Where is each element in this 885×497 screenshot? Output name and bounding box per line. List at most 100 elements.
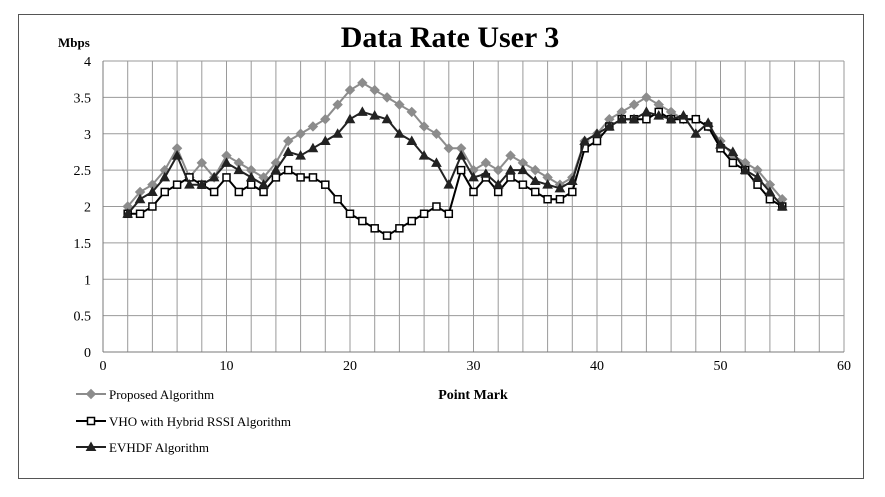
data-point bbox=[506, 173, 515, 182]
y-tick-label: 3.5 bbox=[74, 91, 92, 106]
data-point bbox=[184, 179, 195, 189]
data-point bbox=[715, 139, 726, 149]
data-point bbox=[468, 171, 479, 182]
data-point bbox=[245, 171, 257, 182]
y-tick-label: 3 bbox=[84, 128, 91, 143]
data-point bbox=[480, 168, 492, 178]
data-point bbox=[85, 441, 97, 451]
data-point bbox=[160, 187, 169, 197]
data-point bbox=[531, 187, 540, 197]
x-tick-label: 60 bbox=[837, 359, 851, 374]
data-point bbox=[555, 194, 565, 204]
data-point bbox=[134, 193, 146, 204]
data-point bbox=[258, 179, 269, 189]
chart-title: Data Rate User 3 bbox=[341, 21, 560, 54]
data-point bbox=[283, 135, 294, 147]
data-point bbox=[529, 175, 541, 186]
data-point bbox=[394, 128, 405, 138]
data-point bbox=[319, 135, 331, 146]
data-point bbox=[592, 136, 602, 146]
data-point bbox=[381, 92, 393, 103]
data-point bbox=[296, 173, 305, 182]
data-point bbox=[122, 208, 134, 218]
x-tick-label: 20 bbox=[343, 359, 357, 374]
data-point bbox=[518, 180, 528, 189]
data-point bbox=[554, 182, 566, 193]
x-axis-label: Point Mark bbox=[438, 388, 508, 403]
data-point bbox=[431, 128, 442, 139]
data-point bbox=[332, 128, 344, 138]
data-point bbox=[765, 194, 775, 204]
data-point bbox=[369, 110, 381, 120]
data-point bbox=[764, 186, 776, 196]
data-point bbox=[284, 165, 293, 175]
data-point bbox=[333, 194, 342, 204]
tick-labels: 0 10 20 30 40 50 60 0 0.5 1 1.5 2 2.5 3 3.5 4 bbox=[74, 55, 852, 374]
data-point bbox=[418, 150, 430, 160]
data-point bbox=[234, 187, 244, 197]
data-point bbox=[702, 117, 714, 127]
legend-item-2: VHO with Hybrid RSSI Algorithm bbox=[76, 414, 291, 429]
data-point bbox=[727, 146, 739, 156]
legend-label: Proposed Algorithm bbox=[109, 387, 214, 402]
data-point bbox=[566, 175, 578, 186]
data-point bbox=[358, 216, 367, 226]
x-tick-label: 10 bbox=[220, 359, 234, 374]
chart-frame bbox=[18, 14, 864, 479]
data-point bbox=[381, 113, 393, 124]
series-line bbox=[126, 81, 784, 208]
y-tick-label: 1.5 bbox=[74, 237, 92, 252]
y-tick-label: 2.5 bbox=[74, 164, 92, 179]
data-point bbox=[603, 120, 615, 131]
legend: Proposed Algorithm VHO with Hybrid RSSI A… bbox=[76, 387, 291, 455]
data-point bbox=[233, 164, 245, 175]
data-point bbox=[85, 388, 97, 400]
data-point bbox=[469, 187, 478, 197]
data-point bbox=[616, 113, 628, 124]
data-point bbox=[493, 187, 503, 197]
data-point bbox=[295, 128, 306, 139]
data-point bbox=[752, 171, 763, 182]
data-point bbox=[345, 209, 355, 219]
data-point bbox=[148, 202, 157, 211]
data-point bbox=[628, 113, 640, 124]
data-point bbox=[282, 146, 294, 156]
data-point bbox=[456, 165, 466, 175]
data-point bbox=[530, 164, 541, 176]
data-point bbox=[270, 164, 282, 175]
data-point bbox=[753, 180, 762, 189]
data-point bbox=[172, 180, 182, 189]
data-point bbox=[406, 106, 417, 118]
data-point bbox=[418, 121, 430, 132]
data-point bbox=[419, 209, 429, 219]
data-point bbox=[543, 194, 552, 204]
data-point bbox=[678, 110, 689, 120]
data-point bbox=[641, 92, 652, 103]
data-point bbox=[394, 99, 405, 110]
legend-item-1: Proposed Algorithm bbox=[76, 387, 214, 402]
data-point bbox=[542, 179, 553, 189]
data-point bbox=[295, 150, 306, 160]
series-2 bbox=[123, 107, 787, 240]
data-point bbox=[344, 113, 356, 124]
y-tick-label: 2 bbox=[84, 201, 91, 216]
data-point bbox=[196, 179, 208, 189]
data-point bbox=[492, 179, 504, 189]
data-point bbox=[369, 84, 380, 96]
data-point bbox=[208, 171, 220, 182]
data-point bbox=[321, 180, 330, 189]
data-point bbox=[665, 113, 677, 124]
y-tick-label: 4 bbox=[84, 55, 91, 70]
data-point bbox=[691, 114, 701, 124]
data-point bbox=[344, 84, 356, 96]
data-point bbox=[776, 200, 788, 211]
data-point bbox=[505, 150, 516, 161]
series-3 bbox=[122, 106, 788, 218]
x-tick-label: 50 bbox=[714, 359, 728, 374]
data-point bbox=[492, 164, 504, 176]
legend-label: VHO with Hybrid RSSI Algorithm bbox=[109, 414, 291, 429]
data-point bbox=[591, 128, 603, 138]
y-tick-label: 1 bbox=[84, 273, 91, 288]
data-point bbox=[690, 128, 702, 138]
data-point bbox=[259, 187, 268, 197]
